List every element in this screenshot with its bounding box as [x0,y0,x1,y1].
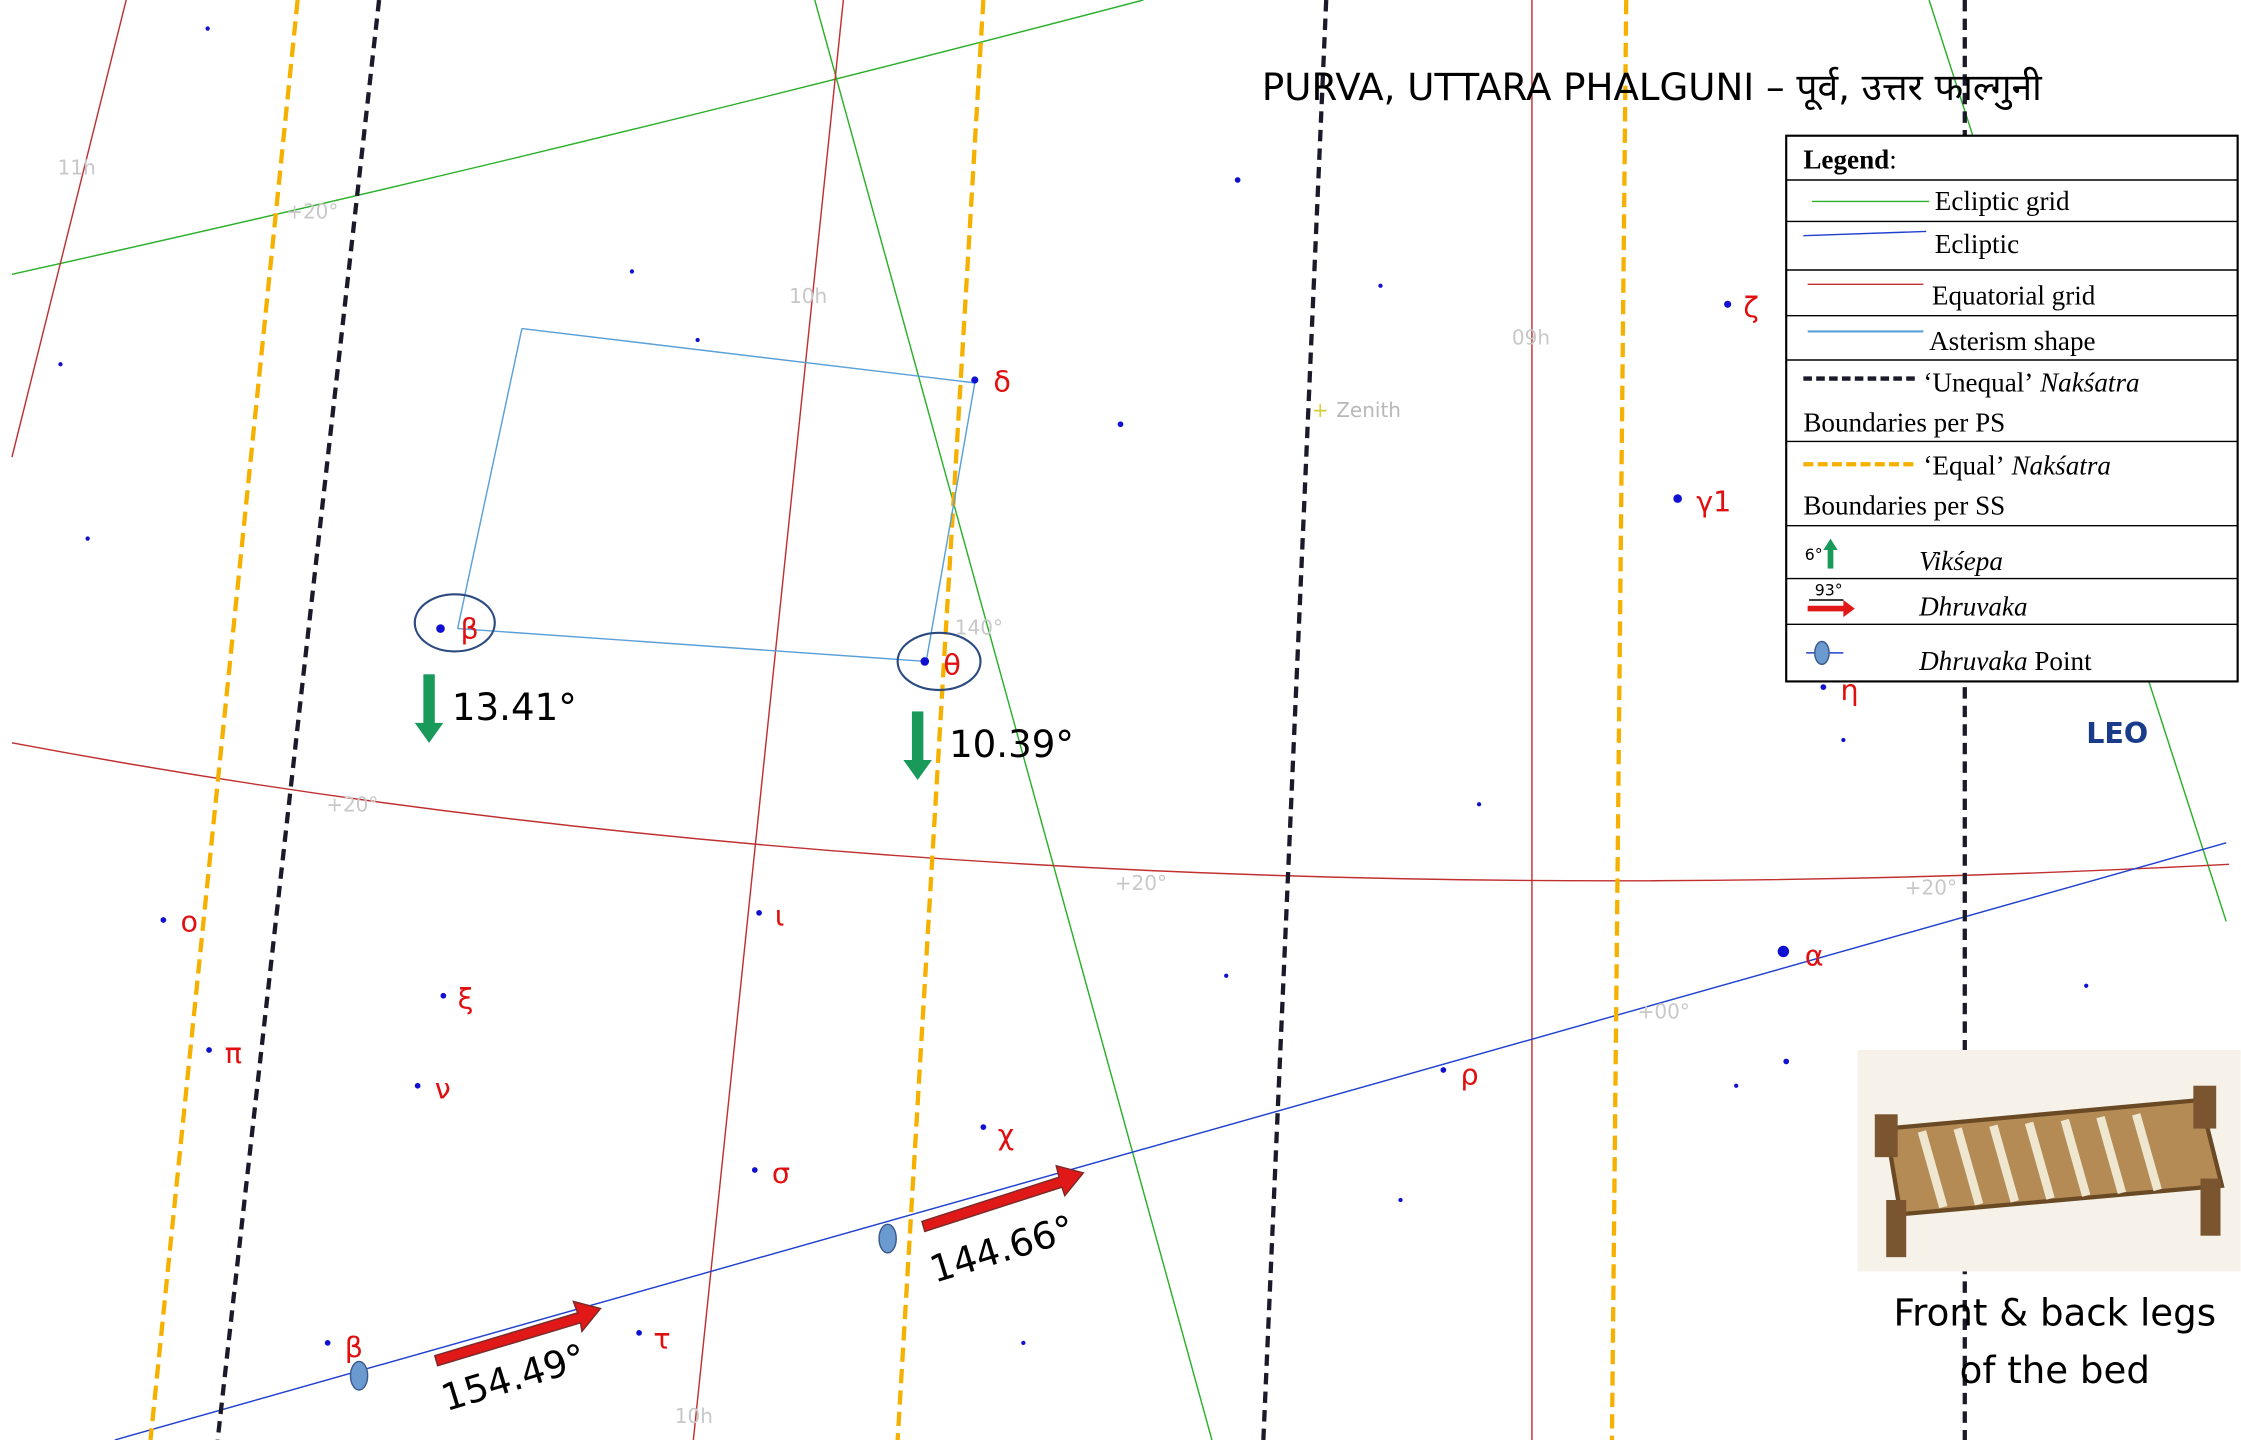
constellation: LEO [2086,716,2148,750]
star-chart: 11h +20° 10h 09h +20° +20° 140° +20° +00… [0,0,2241,1440]
legend-icon: 6° [1805,545,1823,564]
star-label: α [1805,939,1824,973]
star-label: δ [993,364,1010,398]
star-label: ξ [458,982,474,1016]
grid-label: +20° [1115,871,1167,895]
legend-text: ‘Equal’ [1923,450,2004,480]
legend-icon: 93° [1815,581,1843,600]
legend-text: Boundaries per PS [1803,407,2005,437]
star-label: β [461,612,479,646]
bed-illustration [1858,1050,2241,1271]
svg-text:‘Unequal’ Nakśatra: ‘Unequal’ Nakśatra [1923,367,2139,397]
grid-label: 140° [955,615,1003,639]
grid-label: +00° [1638,1000,1690,1024]
legend-text: Boundaries per SS [1803,490,2005,520]
star-label: σ [772,1156,790,1190]
star-label: ζ [1743,290,1759,324]
star-label: β [345,1330,363,1364]
star-label: θ [943,647,960,681]
legend: Legend: Ecliptic grid Ecliptic Equatoria… [1786,136,2237,682]
legend-item: Equatorial grid [1932,280,2096,310]
star-label: ι [775,899,785,933]
legend-text: Dhruvaka [1918,646,2027,676]
legend-text: Nakśatra [2039,367,2139,397]
legend-colon: : [1889,145,1897,175]
star-label: ρ [1461,1057,1479,1091]
zenith-mark: + [1312,398,1329,422]
grid-label: +20° [326,792,378,816]
legend-text: Vikśepa [1919,546,2003,576]
legend-text: Dhruvaka [1918,592,2027,622]
star-label: χ [998,1117,1014,1151]
svg-text:Legend:: Legend: [1803,145,1896,175]
star-label: π [225,1036,242,1070]
caption: Front & back legs [1894,1292,2217,1335]
grid-label: 10h [675,1404,713,1428]
star-label: γ1 [1696,484,1731,518]
legend-item: Ecliptic [1935,229,2019,259]
star-label: τ [653,1322,670,1356]
legend-text: Point [2034,646,2092,676]
title: PURVA, UTTARA PHALGUNI – पूर्व, उत्तर फा… [1262,66,2043,111]
grid-label: 10h [789,284,827,308]
legend-item: Asterism shape [1929,326,2096,356]
grid-label: 09h [1512,325,1550,349]
legend-heading: Legend [1803,145,1889,175]
grid-label: 11h [58,155,96,179]
svg-text:Dhruvaka Point: Dhruvaka Point [1918,646,2092,676]
legend-item: Ecliptic grid [1935,186,2070,216]
star-label: ο [181,904,198,938]
star-label: ν [435,1072,451,1106]
legend-text: ‘Unequal’ [1923,367,2033,397]
grid-label: +20° [1905,875,1957,899]
grid-label: +20° [286,200,338,224]
vikshepa-value: 13.41° [452,686,577,729]
legend-text: Nakśatra [2010,450,2110,480]
svg-text:‘Equal’ Nakśatra: ‘Equal’ Nakśatra [1923,450,2111,480]
vikshepa-value: 10.39° [949,723,1074,766]
caption: of the bed [1960,1349,2150,1392]
zenith-label: Zenith [1336,398,1401,422]
